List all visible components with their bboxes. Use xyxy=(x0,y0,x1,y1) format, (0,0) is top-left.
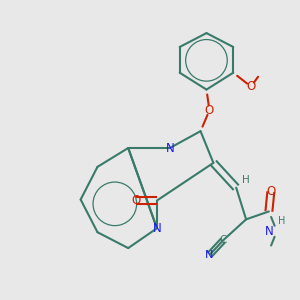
Text: H: H xyxy=(278,216,286,226)
Text: O: O xyxy=(266,185,275,198)
Text: H: H xyxy=(242,175,250,185)
Text: C: C xyxy=(220,235,227,245)
Text: O: O xyxy=(131,194,141,207)
Text: N: N xyxy=(265,225,273,238)
Text: N: N xyxy=(165,142,174,154)
Text: O: O xyxy=(205,104,214,117)
Text: O: O xyxy=(246,80,256,93)
Text: N: N xyxy=(205,250,214,260)
Text: N: N xyxy=(153,222,161,235)
